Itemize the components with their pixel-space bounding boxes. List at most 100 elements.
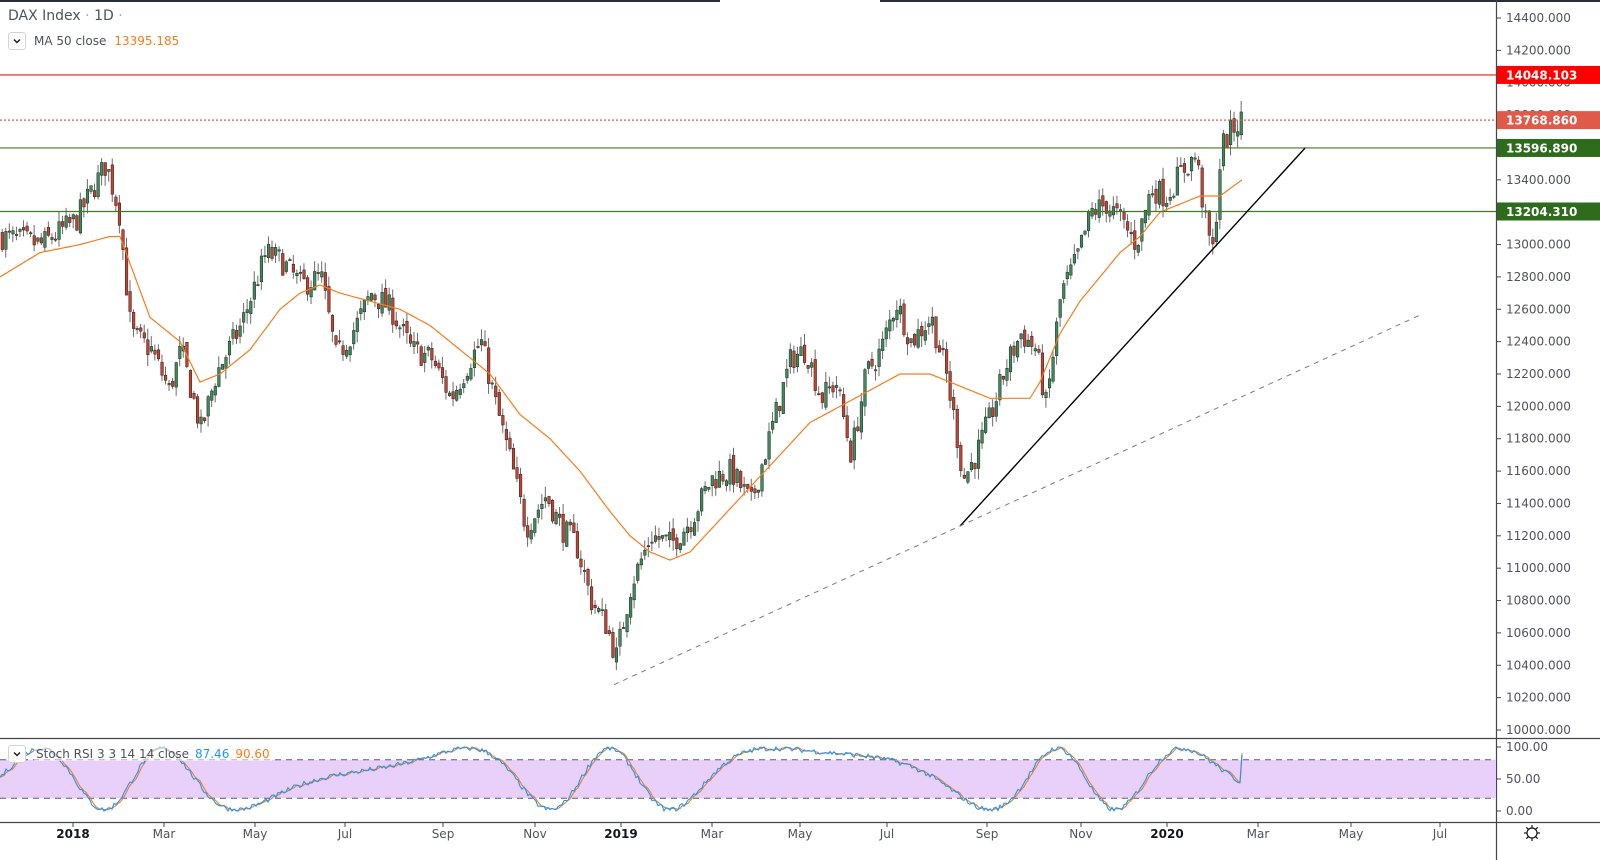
- price-label-text: 14048.103: [1506, 68, 1577, 82]
- candle: [125, 237, 129, 296]
- time-tick-label: Mar: [1247, 827, 1270, 841]
- collapse-legend-button[interactable]: [8, 32, 26, 50]
- stoch-tick-label: 100.00: [1506, 740, 1548, 754]
- candle: [629, 593, 633, 625]
- candle: [1218, 158, 1222, 230]
- symbol-title[interactable]: DAX Index · 1D ·: [8, 8, 179, 24]
- candle: [934, 316, 938, 354]
- collapse-stoch-legend-button[interactable]: [8, 745, 26, 763]
- candle: [675, 533, 679, 557]
- time-tick-label: May: [243, 827, 268, 841]
- candle: [1090, 201, 1094, 220]
- price-tick-label: 12200.000: [1506, 367, 1571, 381]
- ma-label[interactable]: MA 50 close: [34, 34, 107, 48]
- candle: [533, 517, 537, 537]
- candle: [100, 158, 104, 186]
- trendline-support-solid[interactable]: [959, 147, 1306, 527]
- ma50-line[interactable]: [0, 179, 1243, 561]
- candle: [916, 318, 920, 349]
- candle: [483, 330, 487, 347]
- price-tick-label: 11400.000: [1506, 496, 1571, 510]
- candle: [359, 300, 363, 321]
- price-axis[interactable]: 14400.00014200.00014000.00013800.0001360…: [1496, 11, 1600, 737]
- candle: [959, 441, 963, 477]
- candle: [455, 385, 459, 402]
- candle: [153, 344, 157, 361]
- candle: [966, 471, 970, 485]
- candle: [962, 467, 966, 480]
- candle: [472, 341, 476, 377]
- candle: [764, 458, 768, 465]
- candle: [213, 383, 217, 403]
- candle: [114, 194, 118, 212]
- stoch-axis[interactable]: 100.00 50.00 0.00: [1496, 740, 1548, 818]
- candle: [671, 518, 675, 551]
- candle: [749, 478, 753, 501]
- candle: [756, 489, 761, 499]
- candle: [781, 382, 785, 415]
- stoch-d-line[interactable]: [0, 746, 1243, 811]
- price-tick-label: 12400.000: [1506, 335, 1571, 349]
- candle: [568, 518, 572, 531]
- candle: [710, 475, 714, 497]
- stoch-label[interactable]: Stoch RSI 3 3 14 14 close: [36, 747, 189, 761]
- trendline-support-dashed[interactable]: [613, 313, 1423, 686]
- candle: [7, 223, 11, 239]
- price-tick-label: 10000.000: [1506, 723, 1571, 737]
- candle: [196, 393, 200, 429]
- candle: [394, 311, 398, 330]
- candle: [1214, 212, 1218, 247]
- candle: [703, 481, 707, 495]
- candle: [565, 519, 569, 547]
- price-tick-label: 10800.000: [1506, 594, 1571, 608]
- price-label-box: [1497, 111, 1600, 130]
- candle: [263, 245, 267, 263]
- candle: [231, 322, 235, 345]
- candle: [650, 531, 654, 551]
- candle: [1161, 167, 1165, 218]
- candle: [57, 211, 61, 247]
- price-tick-label: 12800.000: [1506, 270, 1571, 284]
- candle: [501, 408, 505, 433]
- candle: [480, 329, 484, 352]
- time-tick-label: Mar: [153, 827, 176, 841]
- candle: [476, 338, 480, 349]
- candle: [785, 359, 789, 388]
- candle: [274, 243, 278, 264]
- settings-gear-icon[interactable]: [1522, 823, 1542, 843]
- candle: [440, 356, 445, 384]
- candle: [25, 221, 29, 235]
- candle: [167, 379, 171, 392]
- candle: [668, 521, 672, 548]
- candle: [547, 495, 551, 507]
- candle: [1079, 234, 1084, 249]
- title-trailing-dot: ·: [118, 8, 123, 24]
- time-axis[interactable]: 2018 Mar May Jul Sep Nov 2019 Mar May Jul Sep Nov 20…: [56, 823, 1447, 841]
- candle: [597, 606, 601, 614]
- candle: [1200, 164, 1204, 219]
- price-tick-label: 11200.000: [1506, 529, 1571, 543]
- stoch-k-line[interactable]: [0, 745, 1243, 813]
- time-tick-label: Sep: [976, 827, 999, 841]
- candle: [206, 394, 210, 427]
- candle: [618, 621, 622, 656]
- candle: [898, 298, 903, 324]
- candle: [998, 369, 1002, 406]
- candle: [128, 280, 132, 323]
- candle: [1179, 157, 1183, 167]
- candle: [778, 405, 782, 418]
- candle: [135, 325, 139, 335]
- candle: [46, 221, 51, 238]
- candle: [774, 398, 778, 423]
- price-tick-label: 11800.000: [1506, 432, 1571, 446]
- candle: [579, 550, 583, 575]
- stoch-rsi-pane[interactable]: [0, 745, 1496, 813]
- candle: [980, 421, 984, 449]
- candle: [948, 360, 952, 409]
- candle: [1083, 230, 1087, 236]
- candle: [149, 336, 153, 354]
- candle: [689, 521, 693, 539]
- stoch-k-value: 87.46: [194, 747, 230, 761]
